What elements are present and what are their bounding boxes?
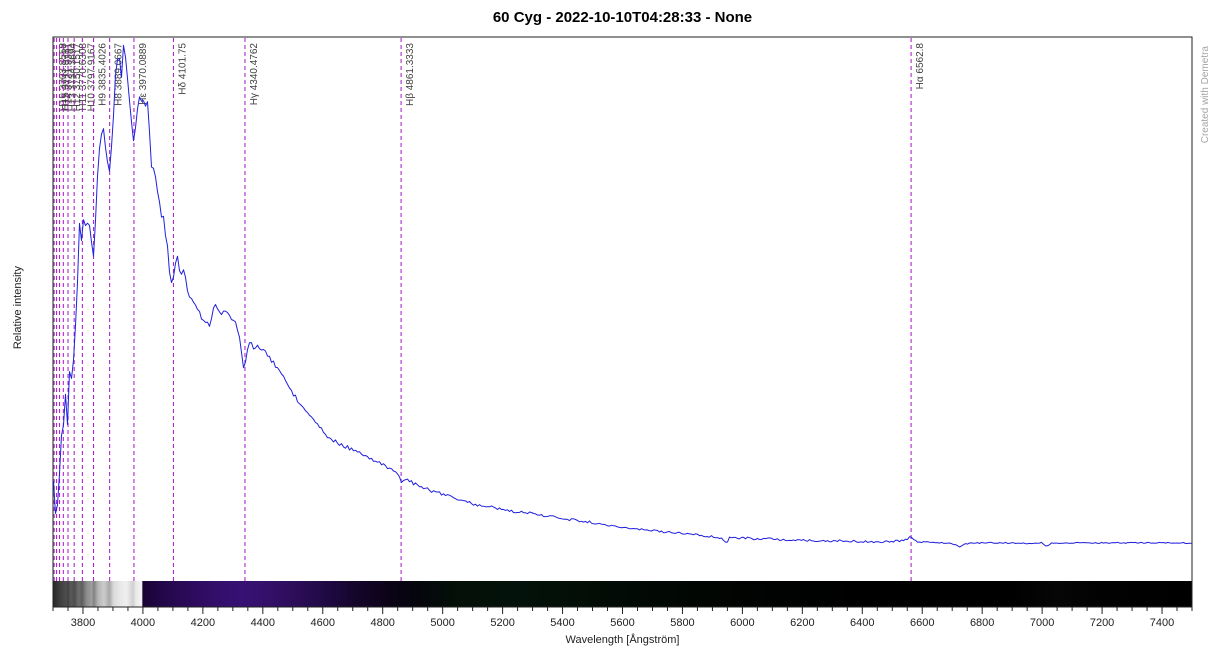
- page-title: 60 Cyg - 2022-10-10T04:28:33 - None: [492, 9, 753, 26]
- reference-line-label-H13: H13 3734.3694: [67, 43, 78, 112]
- reference-line-label-Hγ: Hγ 4340.4762: [249, 43, 260, 106]
- x-axis-tick-label: 4200: [191, 617, 215, 629]
- x-axis-tick-label: 4800: [370, 617, 394, 629]
- x-axis-tick-label: 7400: [1150, 617, 1174, 629]
- plot-frame: [52, 36, 1193, 608]
- x-axis-tick-label: 5200: [490, 617, 514, 629]
- x-axis-tick-label: 7000: [1030, 617, 1054, 629]
- x-axis-tick-label: 6200: [790, 617, 814, 629]
- x-axis-tick-label: 4000: [131, 617, 155, 629]
- reference-line-label-Hα: Hα 6562.8: [915, 43, 926, 90]
- x-axis-tick-label: 4400: [251, 617, 275, 629]
- reference-line-label-H8: H8 3889.0667: [114, 43, 125, 106]
- x-axis-tick-label: 5600: [610, 617, 634, 629]
- reference-line-label-H10: H10 3797.9167: [86, 43, 97, 112]
- x-axis: 3800 4000 4200 4400 4600 4800 5000 5200 5400 5600…: [52, 607, 1193, 629]
- reference-line-label-H11: H11 3770.6308: [78, 43, 89, 111]
- reference-line-label-Hε: Hε 3970.0889: [138, 43, 149, 105]
- reference-line-label-H14: H14 3721.9391: [64, 43, 75, 112]
- x-axis-tick-label: 6800: [970, 617, 994, 629]
- x-axis-tick-label: 6400: [850, 617, 874, 629]
- spectrum-color-strip: [53, 581, 1192, 607]
- reference-line-label-H12: H12 3750.1517: [72, 43, 83, 112]
- x-axis-tick-label: 7200: [1090, 617, 1114, 629]
- x-axis-label: Wavelength [Ångström]: [565, 634, 680, 646]
- x-axis-tick-label: 5400: [550, 617, 574, 629]
- reference-line-label-H9: H9 3835.4026: [98, 43, 109, 106]
- x-axis-tick-label: 3800: [71, 617, 95, 629]
- reference-line-label-Hδ: Hδ 4101.75: [177, 43, 188, 95]
- spectrum-curve: [53, 44, 1192, 548]
- reference-line-label-Hβ: Hβ 4861.3333: [405, 43, 416, 106]
- x-axis-tick-label: 5800: [670, 617, 694, 629]
- reference-line-label-H15: H15 3711.9717: [61, 43, 72, 111]
- x-axis-tick-label: 6000: [730, 617, 754, 629]
- x-axis-tick-label: 5000: [430, 617, 454, 629]
- x-axis-tick-label: 6600: [910, 617, 934, 629]
- x-axis-tick-label: 4600: [311, 617, 335, 629]
